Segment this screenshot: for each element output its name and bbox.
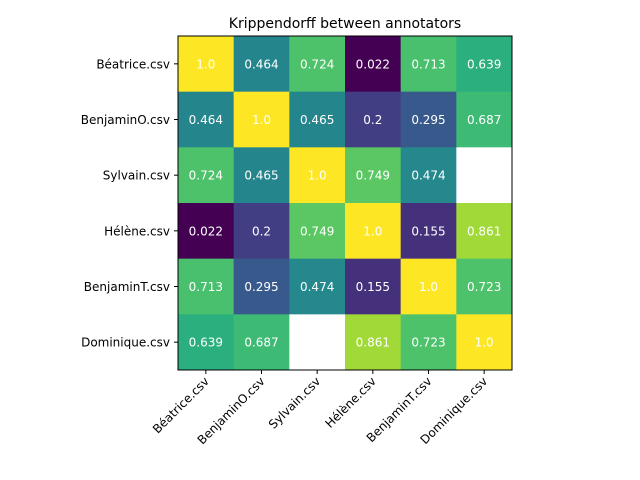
cell-value-label: 1.0	[475, 336, 494, 350]
cell-value-label: 1.0	[196, 57, 215, 71]
y-tick-label: Béatrice.csv	[96, 57, 170, 71]
heatmap-cell	[400, 203, 457, 260]
cell-value-label: 0.474	[411, 169, 445, 183]
heatmap-cell	[178, 147, 235, 204]
heatmap-cell	[400, 147, 457, 204]
y-tick-label: BenjaminT.csv	[84, 280, 170, 294]
cell-value-label: 1.0	[363, 224, 382, 238]
heatmap-cell	[178, 91, 235, 148]
heatmap-cell	[178, 314, 235, 371]
heatmap-cell	[345, 147, 402, 204]
plot-frame	[177, 35, 513, 371]
cell-value-label: 0.687	[244, 336, 278, 350]
heatmap-cell	[345, 258, 402, 315]
cell-value-label: 0.022	[356, 57, 390, 71]
heatmap-cell	[233, 36, 290, 93]
heatmap-cell	[233, 91, 290, 148]
cell-value-label: 0.465	[300, 113, 334, 127]
cell-value-label: 0.749	[300, 224, 334, 238]
cell-value-label: 0.465	[244, 169, 278, 183]
y-tick-label: Dominique.csv	[81, 336, 170, 350]
heatmap-cell	[400, 91, 457, 148]
heatmap-cell-labels: 1.0 0.464 0.724 0.022 0.713 0.639 0.464 1.0 0.46…	[189, 57, 502, 349]
x-tick-label: Hélène.csv	[322, 374, 378, 430]
y-tick-label: Hélène.csv	[104, 224, 170, 238]
heatmap-cell	[456, 258, 513, 315]
y-tick-label: Sylvain.csv	[103, 169, 170, 183]
heatmap-cell	[456, 314, 513, 371]
heatmap-cell	[233, 258, 290, 315]
heatmap-cell	[400, 314, 457, 371]
heatmap-cell	[345, 314, 402, 371]
heatmap-cell	[233, 147, 290, 204]
cell-value-label: 1.0	[252, 113, 271, 127]
heatmap-cell	[456, 203, 513, 260]
cell-value-label: 0.723	[411, 336, 445, 350]
chart-title: Krippendorff between annotators	[229, 16, 461, 32]
heatmap-cell	[456, 36, 513, 93]
y-axis: Béatrice.csv BenjaminO.csv Sylvain.csv Hélè…	[81, 57, 178, 350]
heatmap-cell	[456, 147, 513, 204]
y-tick-label: BenjaminO.csv	[81, 113, 170, 127]
heatmap-cell	[289, 147, 346, 204]
cell-value-label: 0.713	[411, 57, 445, 71]
heatmap-cell	[289, 36, 346, 93]
cell-value-label: 0.295	[411, 113, 445, 127]
cell-value-label: 0.724	[189, 169, 223, 183]
cell-value-label: 0.2	[363, 113, 382, 127]
cell-value-label: 0.724	[300, 57, 334, 71]
heatmap-cell	[345, 203, 402, 260]
cell-value-label: 0.464	[244, 57, 278, 71]
cell-value-label: 0.749	[356, 169, 390, 183]
cell-value-label: 0.861	[467, 224, 501, 238]
x-tick-label: Sylvain.csv	[266, 374, 323, 431]
heatmap-cell	[345, 36, 402, 93]
cell-value-label: 0.295	[244, 280, 278, 294]
cell-value-label: 0.687	[467, 113, 501, 127]
cell-value-label: 1.0	[419, 280, 438, 294]
heatmap-cell	[345, 91, 402, 148]
heatmap-cell	[289, 258, 346, 315]
heatmap-cell	[233, 203, 290, 260]
cell-value-label: 0.639	[467, 57, 501, 71]
heatmap-cell	[178, 258, 235, 315]
cell-value-label: 0.155	[356, 280, 390, 294]
heatmap-cells	[178, 36, 513, 371]
heatmap-cell	[233, 314, 290, 371]
cell-value-label: 0.723	[467, 280, 501, 294]
heatmap-cell	[456, 91, 513, 148]
heatmap-cell	[178, 203, 235, 260]
heatmap-cell	[289, 314, 346, 371]
heatmap-cell	[289, 91, 346, 148]
heatmap-cell	[178, 36, 235, 93]
cell-value-label: 0.464	[189, 113, 223, 127]
cell-value-label: 1.0	[308, 169, 327, 183]
heatmap-cell	[400, 36, 457, 93]
heatmap-cell	[289, 203, 346, 260]
cell-value-label: 0.2	[252, 224, 271, 238]
x-tick-label: Béatrice.csv	[150, 374, 212, 436]
cell-value-label: 0.639	[189, 336, 223, 350]
cell-value-label: 0.861	[356, 336, 390, 350]
cell-value-label: 0.155	[411, 224, 445, 238]
cell-value-label: 0.713	[189, 280, 223, 294]
cell-value-label: 0.022	[189, 224, 223, 238]
heatmap-cell	[400, 258, 457, 315]
cell-value-label: 0.474	[300, 280, 334, 294]
